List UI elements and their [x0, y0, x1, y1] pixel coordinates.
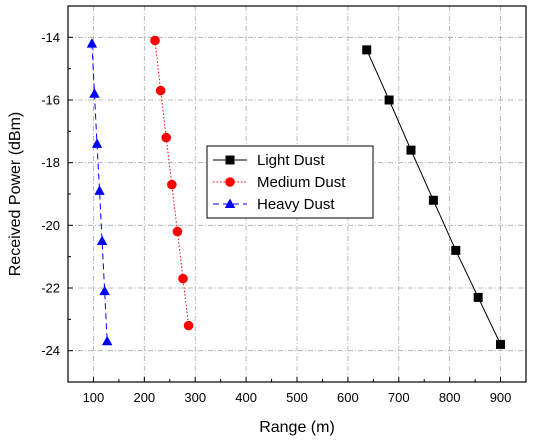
legend-item: Light Dust — [213, 152, 325, 169]
legend-label: Medium Dust — [257, 174, 346, 191]
x-tick-label: 700 — [388, 390, 410, 405]
data-point — [161, 132, 172, 143]
data-point — [496, 339, 506, 349]
data-point — [428, 195, 438, 205]
data-point — [167, 179, 177, 190]
legend-marker — [225, 155, 235, 165]
x-tick-label: 300 — [184, 390, 206, 405]
y-tick-label: -14 — [41, 30, 60, 45]
x-axis-title: Range (m) — [259, 419, 335, 436]
y-tick-label: -24 — [41, 343, 60, 358]
data-point — [362, 45, 372, 55]
legend-item: Heavy Dust — [213, 196, 335, 213]
legend-marker — [225, 177, 235, 187]
x-tick-label: 800 — [439, 390, 461, 405]
legend: Light Dust Medium Dust Heavy Dust — [206, 145, 374, 219]
x-tick-label: 600 — [337, 390, 359, 405]
data-point — [99, 285, 110, 296]
legend-label: Heavy Dust — [257, 196, 335, 213]
data-point — [172, 226, 183, 237]
series-2 — [86, 38, 113, 346]
series-0 — [362, 45, 506, 349]
x-tick-label: 500 — [286, 390, 308, 405]
legend-item: Medium Dust — [213, 174, 346, 191]
series-1 — [150, 35, 194, 331]
series-layer — [86, 35, 506, 349]
data-point — [101, 335, 113, 346]
y-tick-label: -16 — [41, 93, 60, 108]
y-axis-title: Received Power (dBm) — [7, 112, 24, 277]
data-point — [96, 235, 108, 245]
data-point — [91, 138, 103, 148]
x-tick-label: 100 — [83, 390, 105, 405]
x-tick-label: 400 — [235, 390, 257, 405]
data-point — [384, 95, 394, 105]
data-point — [150, 35, 160, 46]
data-point — [451, 245, 461, 255]
data-point — [155, 85, 166, 96]
legend-label: Light Dust — [257, 152, 325, 169]
y-tick-label: -22 — [41, 281, 60, 296]
y-tick-label: -18 — [41, 155, 60, 170]
data-point — [473, 292, 483, 302]
x-tick-label: 900 — [490, 390, 512, 405]
x-tick-label: 200 — [133, 390, 155, 405]
axes: 100 200 300 400 500 600 700 800 900 -14 -16 -18 -20 -… — [41, 5, 527, 405]
data-point — [86, 38, 98, 48]
data-point — [178, 273, 188, 284]
data-point — [94, 185, 105, 195]
grid — [68, 6, 526, 382]
y-tick-label: -20 — [41, 218, 60, 233]
data-point — [406, 145, 416, 155]
data-point — [89, 88, 100, 98]
legend-marker — [224, 198, 236, 208]
data-point — [183, 320, 194, 331]
